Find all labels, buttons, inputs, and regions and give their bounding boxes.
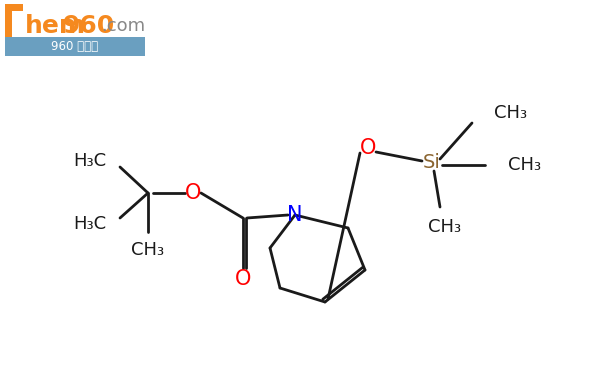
Text: hem: hem — [25, 14, 86, 38]
Text: Si: Si — [423, 153, 441, 173]
Text: CH₃: CH₃ — [494, 104, 527, 122]
Text: H₃C: H₃C — [73, 152, 106, 170]
Text: O: O — [185, 183, 201, 203]
Text: CH₃: CH₃ — [131, 241, 165, 259]
Text: .com: .com — [101, 17, 145, 35]
Text: 960 化工网: 960 化工网 — [51, 39, 99, 53]
Text: O: O — [235, 269, 251, 289]
Text: 960: 960 — [63, 14, 115, 38]
Bar — [5, 4, 12, 52]
Text: N: N — [287, 205, 302, 225]
Bar — [5, 37, 145, 56]
Text: CH₃: CH₃ — [508, 156, 541, 174]
Text: H₃C: H₃C — [73, 215, 106, 233]
Text: O: O — [360, 138, 376, 158]
Bar — [5, 45, 23, 52]
Text: CH₃: CH₃ — [428, 218, 462, 236]
Bar — [5, 4, 23, 11]
